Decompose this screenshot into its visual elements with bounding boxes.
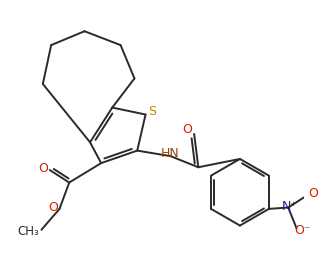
Text: CH₃: CH₃	[17, 225, 39, 238]
Text: O: O	[49, 201, 58, 214]
Text: S: S	[148, 105, 156, 118]
Text: N⁺: N⁺	[281, 200, 298, 213]
Text: O: O	[38, 162, 48, 175]
Text: O: O	[182, 123, 192, 136]
Text: O: O	[308, 187, 318, 200]
Text: HN: HN	[161, 147, 180, 160]
Text: O⁻: O⁻	[294, 224, 311, 237]
